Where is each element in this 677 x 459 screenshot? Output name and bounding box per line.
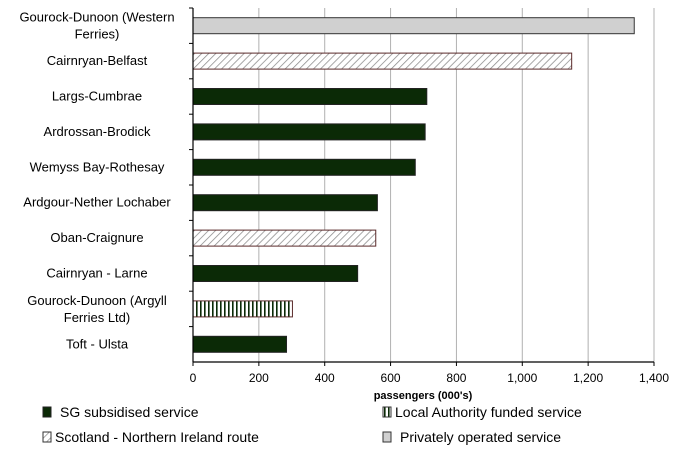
axes [189,7,655,366]
bar [192,300,293,318]
category-label-line: Oban-Craignure [50,230,143,245]
category-label-line: Ardgour-Nether Lochaber [23,195,171,210]
category-label: Oban-Craignure [50,230,143,245]
legend-label: Scotland - Northern Ireland route [55,429,259,445]
category-label: Ardgour-Nether Lochaber [23,195,171,210]
category-label-line: Cairnryan-Belfast [47,53,148,68]
bar [192,335,288,353]
category-label-line: Gourock-Dunoon (Western [19,10,174,25]
legend-swatch-la [382,406,392,418]
category-label-line: Ferries) [75,27,120,42]
x-tick-label: 1,400 [639,371,669,385]
bar [192,265,359,282]
category-labels: Gourock-Dunoon (Western Ferries) Cairnryan… [19,10,174,352]
bar [192,194,378,212]
category-label-line: Gourock-Dunoon (Argyll [27,293,167,308]
bar [192,123,426,141]
category-label: Cairnryan-Belfast [47,53,148,68]
category-label: Cairnryan - Larne [46,266,147,281]
category-label: Largs-Cumbrae [52,89,142,104]
bar [192,229,377,247]
category-label: Ardrossan-Brodick [44,124,151,139]
legend: SG subsidised service Local Authority fun… [42,404,582,445]
category-label-line: Ferries Ltd) [64,310,130,325]
x-tick-label: 1,200 [573,371,603,385]
legend-swatch-ni [42,431,52,443]
category-label-line: Toft - Ulsta [66,336,129,351]
x-tick-label: 800 [446,371,466,385]
bar [192,17,635,35]
category-label-line: Largs-Cumbrae [52,89,142,104]
category-label-line: Ardrossan-Brodick [44,124,151,139]
x-tick-label: 1,000 [507,371,537,385]
legend-swatch-private [382,431,392,443]
category-label-line: Wemyss Bay-Rothesay [30,159,165,174]
bar [192,158,416,176]
legend-label: Local Authority funded service [395,404,582,420]
x-tick-label: 0 [190,371,197,385]
category-label: Toft - Ulsta [66,336,129,351]
bar [192,52,573,70]
legend-label: Privately operated service [400,429,561,445]
category-label: Gourock-Dunoon (Argyll Ferries Ltd) [27,293,167,325]
x-tick-label: 600 [381,371,401,385]
bars [192,17,635,353]
x-tick-label: 200 [249,371,269,385]
legend-swatch-sg [42,406,52,418]
legend-label: SG subsidised service [60,404,199,420]
category-label: Gourock-Dunoon (Western Ferries) [19,10,174,42]
category-label-line: Cairnryan - Larne [46,266,147,281]
x-tick-labels: 0 200 400 600 800 1,000 1,200 1,400 [190,371,670,385]
x-axis-label: passengers (000's) [374,390,473,402]
category-label: Wemyss Bay-Rothesay [30,159,165,174]
bar [192,88,428,105]
x-tick-label: 400 [315,371,335,385]
